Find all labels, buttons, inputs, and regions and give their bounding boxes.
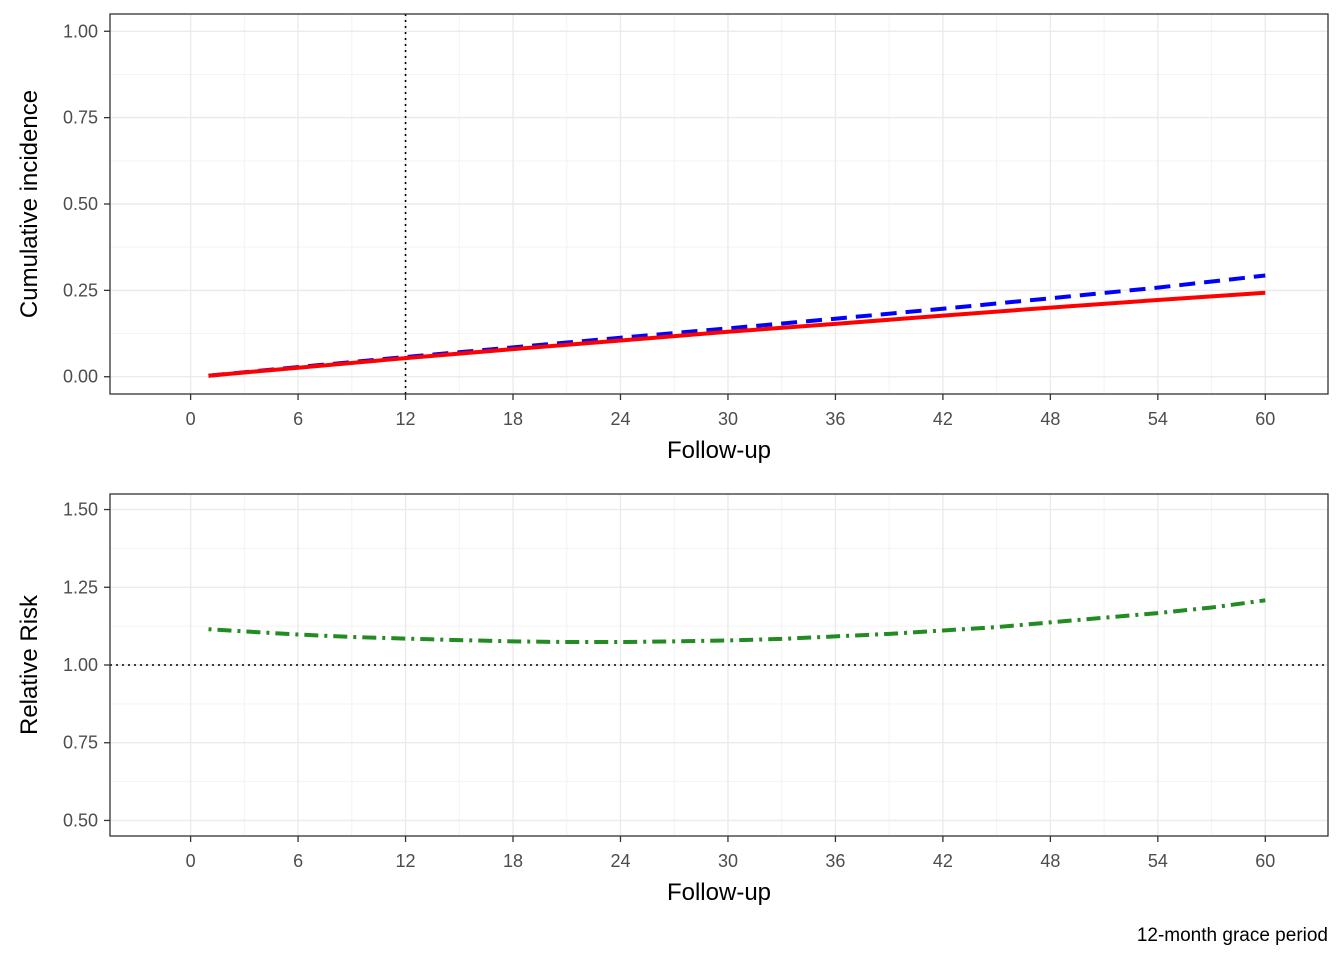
x-tick-label: 60 — [1255, 409, 1275, 429]
y-tick-label: 0.50 — [63, 194, 98, 214]
x-tick-label: 36 — [825, 851, 845, 871]
y-tick-label: 1.25 — [63, 577, 98, 597]
x-tick-label: 6 — [293, 409, 303, 429]
relative-risk-panel: 0 6 12 18 24 30 36 42 48 54 60 0.50 0.75 1.00 1.25 1.50… — [16, 493, 1329, 906]
x-tick-label: 12 — [396, 851, 416, 871]
x-tick-label: 54 — [1148, 409, 1168, 429]
y-tick-label: 0.75 — [63, 733, 98, 753]
x-tick-label: 0 — [186, 409, 196, 429]
y-tick-label: 0.25 — [63, 280, 98, 300]
x-tick-label: 42 — [933, 851, 953, 871]
x-tick-label: 48 — [1040, 851, 1060, 871]
x-tick-label: 18 — [503, 409, 523, 429]
y-tick-label: 0.50 — [63, 810, 98, 830]
y-tick-label: 1.00 — [63, 655, 98, 675]
y-tick-label: 1.50 — [63, 500, 98, 520]
x-tick-label: 30 — [718, 409, 738, 429]
x-tick-label: 36 — [825, 409, 845, 429]
x-tick-label: 42 — [933, 409, 953, 429]
x-tick-label: 30 — [718, 851, 738, 871]
caption: 12-month grace period — [1137, 925, 1328, 946]
x-tick-label: 48 — [1040, 409, 1060, 429]
y-axis-title: Cumulative incidence — [16, 90, 43, 318]
x-tick-label: 60 — [1255, 851, 1275, 871]
cumulative-incidence-panel: 0 6 12 18 24 30 36 42 48 54 60 0.00 0.25 0.50 0.75 1.00… — [16, 13, 1329, 464]
y-axis-title: Relative Risk — [16, 594, 43, 735]
y-tick-label: 1.00 — [63, 21, 98, 41]
x-axis-title: Follow-up — [667, 437, 771, 464]
y-tick-label: 0.00 — [63, 367, 98, 387]
x-tick-label: 12 — [396, 409, 416, 429]
x-tick-label: 0 — [186, 851, 196, 871]
x-tick-label: 6 — [293, 851, 303, 871]
x-tick-label: 24 — [610, 851, 630, 871]
series-line-ff0000 — [208, 290, 1266, 378]
x-axis-title: Follow-up — [667, 879, 771, 906]
x-tick-label: 54 — [1148, 851, 1168, 871]
x-tick-label: 18 — [503, 851, 523, 871]
series-line-228b22 — [208, 598, 1266, 644]
x-tick-label: 24 — [610, 409, 630, 429]
y-tick-label: 0.75 — [63, 108, 98, 128]
